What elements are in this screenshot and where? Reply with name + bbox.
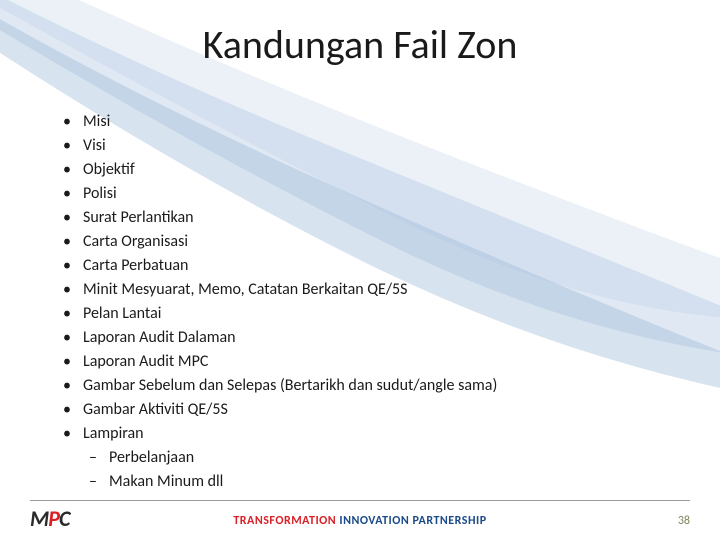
bullet-item: Visi (55, 134, 675, 158)
slide-title: Kandungan Fail Zon (0, 20, 720, 69)
bullet-item: Laporan Audit Dalaman (55, 326, 675, 350)
content-area: MisiVisiObjektifPolisiSurat PerlantikanC… (55, 110, 675, 494)
page-number: 38 (678, 514, 690, 528)
bullet-item: Misi (55, 110, 675, 134)
bullet-item: Carta Organisasi (55, 230, 675, 254)
sub-item: Perbelanjaan (83, 446, 675, 470)
sub-list: PerbelanjaanMakan Minum dll (83, 446, 675, 494)
bullet-item: Gambar Sebelum dan Selepas (Bertarikh da… (55, 374, 675, 398)
footer-tagline: TRANSFORMATION INNOVATION PARTNERSHIP (0, 514, 720, 528)
footer-divider (30, 500, 690, 501)
bullet-item: Polisi (55, 182, 675, 206)
bullet-item: Surat Perlantikan (55, 206, 675, 230)
footer: MPC TRANSFORMATION INNOVATION PARTNERSHI… (0, 500, 720, 540)
bullet-item: Laporan Audit MPC (55, 350, 675, 374)
sub-item: Makan Minum dll (83, 470, 675, 494)
bullet-item: Lampiran (55, 422, 675, 446)
bullet-item: Objektif (55, 158, 675, 182)
bullet-item: Carta Perbatuan (55, 254, 675, 278)
bullet-item: Pelan Lantai (55, 302, 675, 326)
bullet-item: Minit Mesyuarat, Memo, Catatan Berkaitan… (55, 278, 675, 302)
bullet-item: Gambar Aktiviti QE/5S (55, 398, 675, 422)
tagline-part-1: TRANSFORMATION (233, 514, 339, 528)
bullet-list: MisiVisiObjektifPolisiSurat PerlantikanC… (55, 110, 675, 494)
tagline-part-2: INNOVATION PARTNERSHIP (339, 514, 486, 528)
